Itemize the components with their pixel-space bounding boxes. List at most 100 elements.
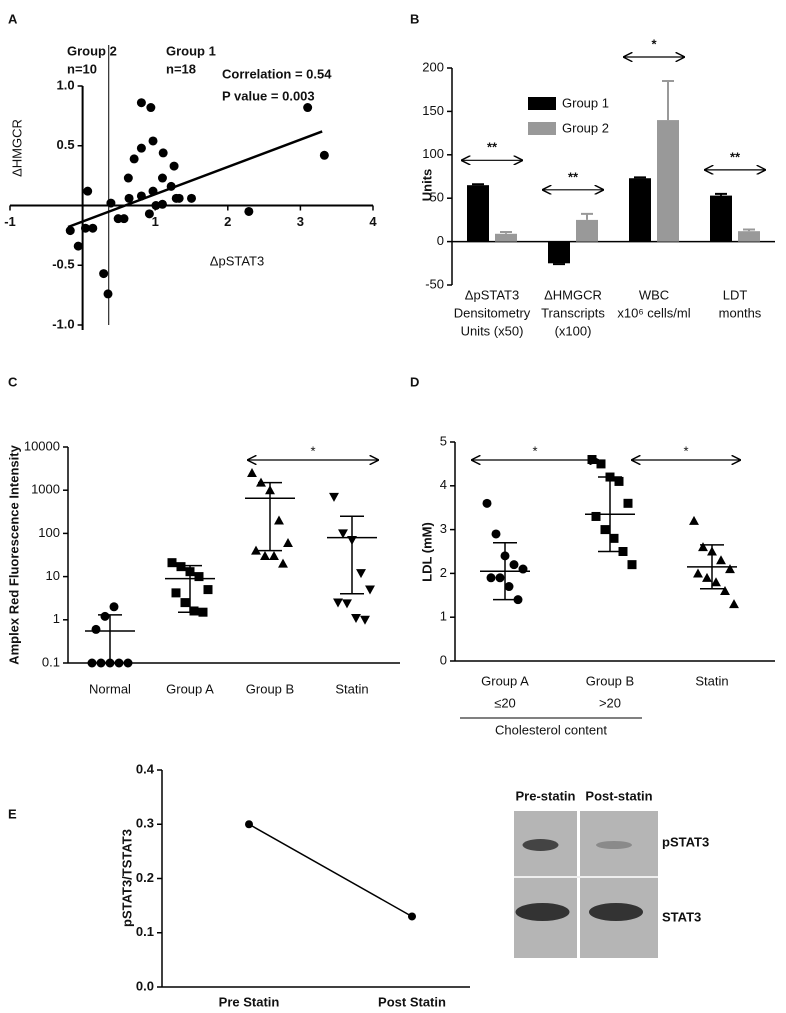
- error-bar: [340, 515, 364, 595]
- point: [129, 154, 139, 164]
- point: [136, 143, 146, 153]
- legend-label: Group 2: [562, 120, 609, 135]
- y-tick-label: 100: [38, 525, 60, 540]
- annotation: n=18: [166, 61, 196, 76]
- point: [106, 198, 116, 208]
- point: [88, 223, 98, 233]
- point: [495, 573, 505, 583]
- point: [689, 515, 699, 525]
- y-tick-label: -1.0: [52, 316, 74, 331]
- y-axis-label: Amplex Red Fluorescence Intensity: [6, 444, 21, 664]
- point: [146, 103, 156, 113]
- point: [244, 206, 254, 216]
- x-tick-label: 4: [369, 214, 377, 229]
- point: [144, 209, 154, 219]
- point: [716, 555, 726, 565]
- category-unit: Units (x50): [461, 323, 524, 338]
- point: [351, 613, 361, 623]
- error-bar: [700, 544, 724, 590]
- x-sublabel: >20: [599, 695, 621, 710]
- point: [124, 193, 134, 203]
- bar: [738, 231, 760, 242]
- point: [189, 606, 199, 616]
- y-tick-label: 10000: [24, 438, 60, 453]
- footnote: Cholesterol content: [495, 722, 607, 737]
- y-tick-label: 3: [440, 521, 447, 536]
- point: [360, 615, 370, 625]
- point: [136, 98, 146, 108]
- point: [518, 564, 528, 574]
- point: [591, 511, 601, 521]
- x-tick-label: 1: [152, 214, 159, 229]
- error-bar: [715, 192, 727, 196]
- y-tick-label: 10: [46, 568, 60, 583]
- y-tick-label: 150: [422, 103, 444, 118]
- point: [180, 598, 190, 608]
- x-tick-label: Group A: [481, 673, 529, 688]
- y-tick-label: 1000: [31, 482, 60, 497]
- point: [596, 459, 606, 469]
- point: [513, 595, 523, 605]
- point: [623, 498, 633, 508]
- blot-band: [522, 839, 559, 851]
- y-tick-label: 1: [53, 611, 60, 626]
- y-tick-label: 50: [430, 190, 444, 205]
- panel-letter: B: [410, 11, 419, 26]
- bar: [657, 120, 679, 242]
- x-tick-label: -1: [4, 214, 16, 229]
- x-tick-label: 2: [224, 214, 231, 229]
- point: [91, 624, 101, 634]
- x-sublabel: ≤20: [494, 695, 516, 710]
- point: [720, 585, 730, 595]
- point: [99, 269, 109, 279]
- point: [148, 186, 158, 196]
- error-bar: [553, 263, 565, 266]
- y-axis-label: pSTAT3/TSTAT3: [119, 829, 134, 927]
- point: [158, 148, 168, 158]
- blot-band: [596, 841, 632, 849]
- category-unit: Densitometry: [454, 305, 531, 320]
- annotation: Group 2: [67, 43, 117, 58]
- blot-lane-label: Pre-statin: [516, 788, 576, 803]
- error-bar: [743, 228, 755, 232]
- significance-label: **: [730, 149, 741, 164]
- point: [609, 533, 619, 543]
- x-tick-label: Statin: [335, 681, 368, 696]
- bar: [576, 219, 598, 242]
- point: [245, 820, 253, 829]
- blot-lane: [514, 811, 577, 958]
- point: [187, 193, 196, 203]
- blot-band: [515, 903, 570, 921]
- x-tick-label: WBC: [639, 287, 669, 302]
- y-tick-label: 0.1: [136, 924, 154, 939]
- significance-label: *: [683, 443, 688, 458]
- bar: [495, 233, 517, 242]
- error-bar: [258, 481, 282, 552]
- annotation: Correlation = 0.54: [222, 66, 332, 81]
- error-bar: [581, 212, 593, 220]
- point: [123, 658, 133, 668]
- point: [283, 538, 293, 548]
- x-axis-label: ΔpSTAT3: [210, 253, 264, 268]
- annotation: n=10: [67, 61, 97, 76]
- point: [109, 602, 119, 612]
- point: [269, 551, 279, 561]
- error-bar: [662, 80, 674, 121]
- significance-label: **: [568, 169, 579, 184]
- point: [329, 492, 339, 502]
- x-tick-label: ΔHMGCR: [544, 287, 602, 302]
- point: [711, 577, 721, 587]
- legend-swatch: [528, 97, 556, 110]
- significance-label: *: [532, 443, 537, 458]
- point: [148, 136, 158, 146]
- y-axis-label: ΔHMGCR: [9, 119, 24, 177]
- y-tick-label: 2: [440, 565, 447, 580]
- point: [83, 186, 93, 196]
- error-bar: [178, 564, 202, 613]
- x-tick-label: Group A: [166, 681, 214, 696]
- point: [491, 529, 501, 539]
- point: [303, 103, 313, 113]
- y-tick-label: 0: [440, 652, 447, 667]
- point: [157, 173, 167, 183]
- point: [166, 181, 176, 191]
